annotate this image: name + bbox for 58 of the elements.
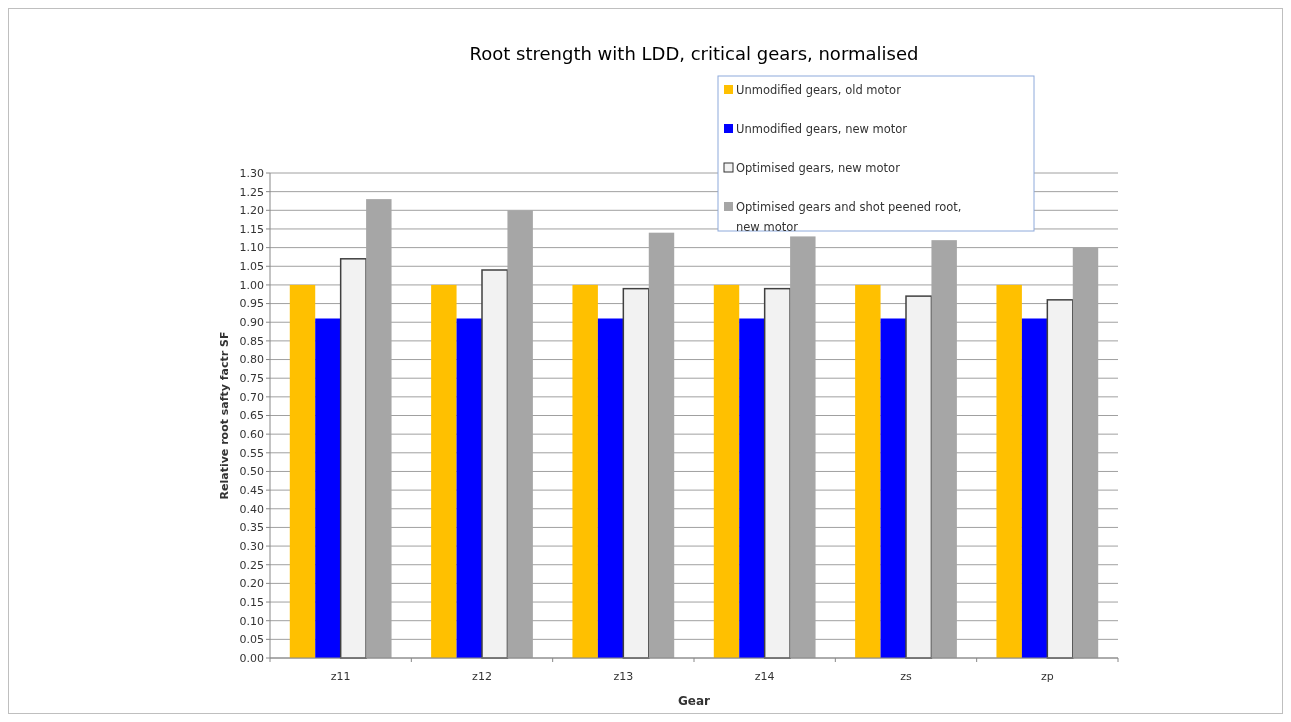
y-tick-label: 1.10 (239, 241, 264, 255)
x-axis-title: Gear (677, 694, 711, 708)
y-tick-label: 0.95 (239, 297, 264, 311)
bar (597, 318, 624, 658)
y-tick-label: 0.45 (239, 483, 264, 497)
bar (905, 295, 933, 659)
x-tick-label: z13 (613, 670, 634, 683)
y-tick-label: 0.55 (239, 446, 264, 460)
bar (763, 287, 791, 659)
y-tick-label: 0.60 (239, 428, 264, 441)
bar (572, 284, 598, 658)
y-tick-label: 0.10 (239, 614, 264, 628)
y-tick-label: 1.25 (239, 185, 264, 199)
bar (622, 287, 650, 659)
y-tick-label: 0.25 (239, 558, 264, 572)
y-tick-label: 0.50 (239, 465, 264, 479)
y-tick-label: 0.70 (239, 390, 264, 404)
y-tick-label: 1.20 (239, 204, 264, 218)
bar (996, 284, 1022, 658)
y-tick-label: 0.40 (239, 502, 264, 516)
x-tick-label: z11 (330, 670, 351, 683)
y-tick-label: 0.05 (239, 633, 264, 647)
legend-label: Optimised gears, new motor (736, 161, 901, 176)
bar (880, 318, 906, 658)
y-tick-label: 1.00 (239, 278, 264, 292)
y-tick-label: 0.30 (239, 539, 264, 553)
bar (855, 284, 881, 658)
y-tick-label: 1.05 (239, 260, 264, 274)
y-tick-label: 0.80 (239, 353, 264, 367)
bar (315, 318, 341, 658)
y-tick-label: 1.30 (239, 166, 264, 180)
bar (289, 284, 316, 658)
bar (739, 318, 765, 658)
y-tick-label: 0.00 (239, 651, 264, 665)
y-tick-label: 0.75 (239, 372, 264, 386)
bar (456, 318, 482, 658)
chart-title: Root strength with LDD, critical gears, normalised (469, 43, 919, 64)
y-tick-label: 0.85 (239, 334, 264, 348)
bar (1046, 299, 1074, 659)
bar (431, 284, 457, 658)
x-tick-label: zp (1040, 670, 1054, 683)
y-tick-label: 0.20 (239, 577, 264, 591)
y-tick-label: 0.90 (239, 316, 264, 330)
x-tick-label: zs (900, 670, 913, 683)
bar (339, 258, 367, 659)
x-tick-label: z14 (754, 670, 775, 683)
bar (481, 269, 509, 659)
y-tick-label: 0.65 (239, 409, 264, 423)
legend-label: Optimised gears and shot peened root, new motor (736, 200, 962, 234)
y-tick-label: 0.35 (239, 521, 264, 535)
bar (1021, 318, 1048, 658)
legend-label: Unmodified gears, new motor (736, 122, 908, 137)
bar (713, 284, 740, 658)
y-axis-title: Relative root safty factr SF (218, 331, 231, 500)
y-tick-label: 0.15 (239, 595, 264, 609)
y-tick-label: 1.15 (239, 222, 264, 236)
legend-label: Unmodified gears, old motor (736, 83, 902, 98)
x-tick-label: z12 (472, 670, 492, 683)
